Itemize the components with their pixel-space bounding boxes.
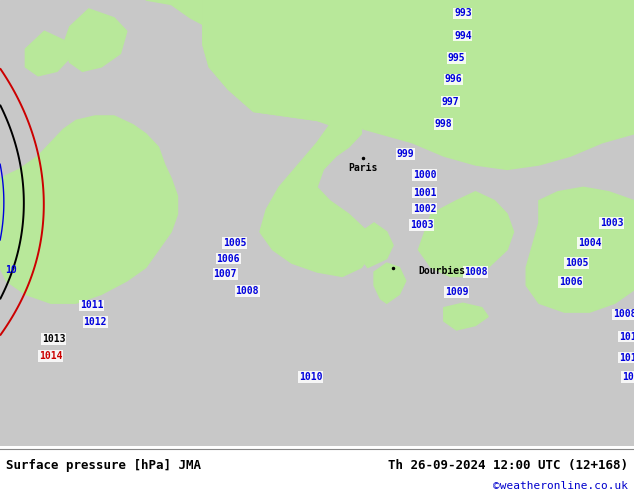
Text: Th 26-09-2024 12:00 UTC (12+168): Th 26-09-2024 12:00 UTC (12+168) — [387, 459, 628, 472]
Text: 994: 994 — [454, 31, 472, 41]
Text: 101: 101 — [619, 332, 634, 342]
Text: 1008: 1008 — [612, 309, 634, 319]
Text: 1009: 1009 — [444, 287, 469, 297]
Text: 996: 996 — [444, 74, 462, 84]
Text: 999: 999 — [397, 149, 415, 159]
Text: 1000: 1000 — [413, 170, 437, 180]
Text: ©weatheronline.co.uk: ©weatheronline.co.uk — [493, 481, 628, 490]
Text: 101: 101 — [619, 353, 634, 363]
Text: 10: 10 — [622, 372, 633, 382]
Text: 998: 998 — [435, 119, 453, 129]
Polygon shape — [146, 0, 374, 276]
Text: 1005: 1005 — [565, 258, 589, 268]
Polygon shape — [526, 187, 634, 312]
Text: 1001: 1001 — [413, 188, 437, 197]
Text: 997: 997 — [441, 97, 459, 107]
Text: 1010: 1010 — [299, 372, 323, 382]
Text: 1006: 1006 — [216, 254, 240, 264]
Text: 1011: 1011 — [80, 300, 104, 311]
Text: 1012: 1012 — [83, 317, 107, 327]
Text: 1003: 1003 — [410, 220, 434, 230]
Text: 1013: 1013 — [42, 334, 66, 344]
Polygon shape — [444, 303, 488, 330]
Polygon shape — [374, 263, 406, 303]
Text: 1008: 1008 — [235, 286, 259, 296]
Polygon shape — [63, 9, 127, 72]
Text: 10: 10 — [5, 265, 17, 275]
Polygon shape — [418, 192, 514, 276]
Polygon shape — [203, 0, 634, 170]
Text: 1002: 1002 — [413, 204, 437, 214]
Text: 1005: 1005 — [223, 238, 247, 248]
Text: 1008: 1008 — [463, 267, 488, 277]
Polygon shape — [0, 116, 178, 303]
Text: 1004: 1004 — [578, 238, 602, 248]
Text: Paris: Paris — [349, 163, 378, 173]
Text: 995: 995 — [448, 53, 465, 63]
Text: 1006: 1006 — [559, 277, 583, 287]
Polygon shape — [355, 223, 393, 268]
Polygon shape — [25, 31, 70, 76]
Text: 1007: 1007 — [213, 269, 237, 279]
Text: 1003: 1003 — [600, 218, 624, 228]
Text: 993: 993 — [454, 8, 472, 19]
Text: Surface pressure [hPa] JMA: Surface pressure [hPa] JMA — [6, 459, 202, 472]
Text: 1014: 1014 — [39, 351, 63, 361]
Text: Dourbies: Dourbies — [418, 266, 465, 276]
